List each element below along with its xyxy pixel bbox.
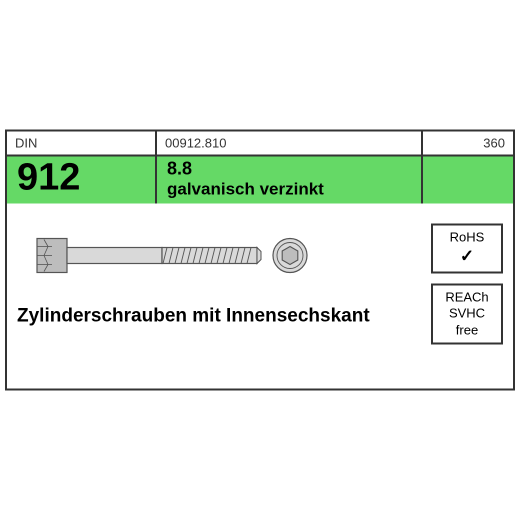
- check-icon: ✓: [436, 246, 498, 267]
- screw-illustration: [32, 216, 312, 296]
- article-number: 00912.810: [157, 132, 423, 155]
- coating: galvanisch verzinkt: [157, 180, 421, 204]
- spec-row: 912 8.8 galvanisch verzinkt: [7, 157, 513, 204]
- din-number: 912: [7, 157, 157, 204]
- extra-code: 360: [423, 132, 513, 155]
- spec-card: DIN 00912.810 360 912 8.8 galvanisch ver…: [5, 130, 515, 391]
- strength-class: 8.8: [157, 157, 421, 180]
- body-area: Zylinderschrauben mit Innensechskant RoH…: [7, 204, 513, 389]
- rohs-badge: RoHS ✓: [431, 224, 503, 274]
- spec-right-empty: [423, 157, 513, 204]
- reach-line2: SVHC: [436, 306, 498, 322]
- standard-label: DIN: [7, 132, 157, 155]
- product-title: Zylinderschrauben mit Innensechskant: [17, 306, 370, 328]
- reach-badge: REACh SVHC free: [431, 284, 503, 345]
- reach-line3: free: [436, 322, 498, 338]
- reach-line1: REACh: [436, 290, 498, 306]
- spec-middle: 8.8 galvanisch verzinkt: [157, 157, 423, 204]
- rohs-label: RoHS: [436, 230, 498, 246]
- header-row: DIN 00912.810 360: [7, 132, 513, 157]
